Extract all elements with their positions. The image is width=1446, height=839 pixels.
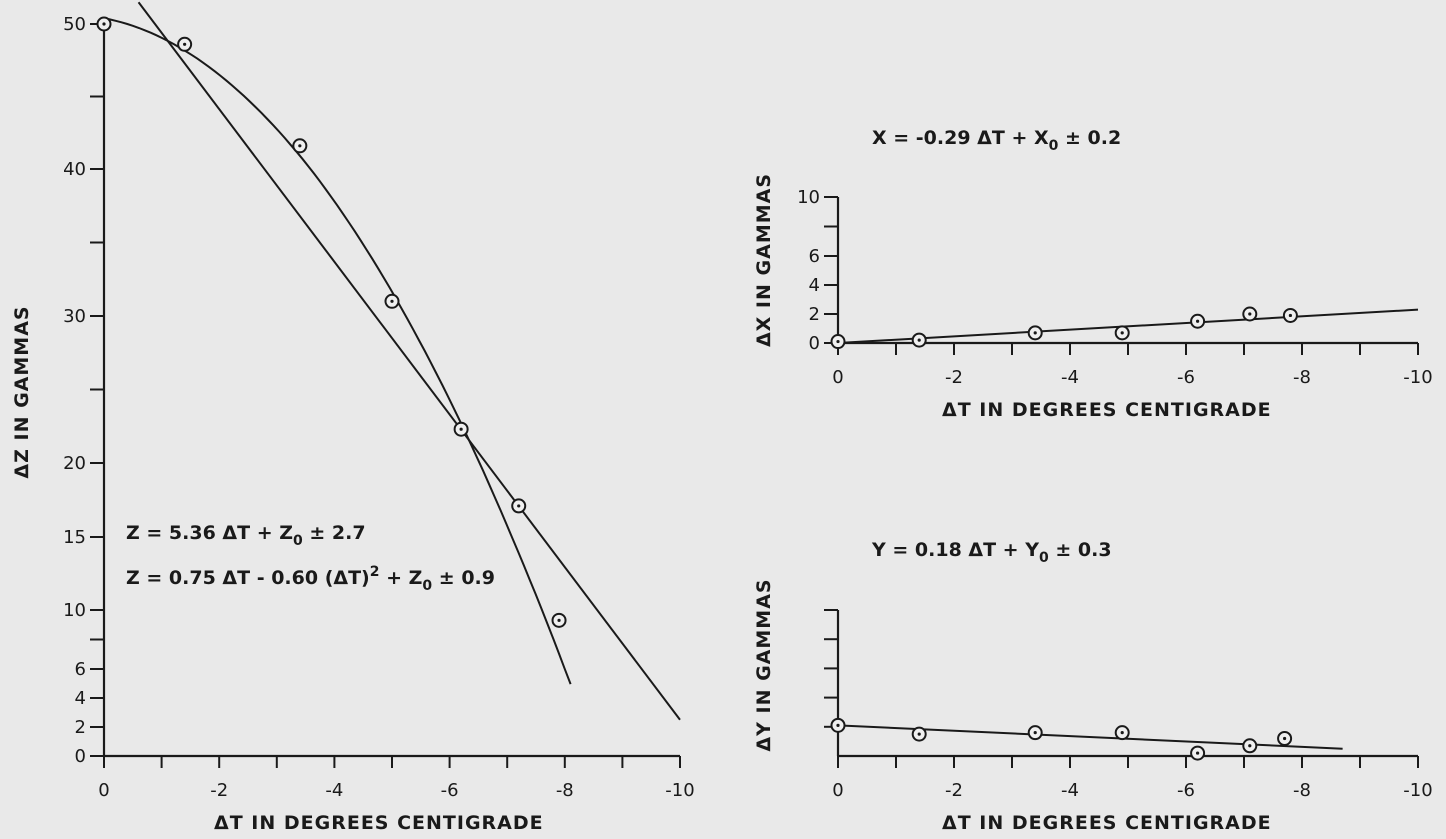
- y-equation: Y = 0.18 ΔT + Y0 ± 0.3: [871, 539, 1112, 566]
- y-eq-part1: Y = 0.18 ΔT + Y: [871, 539, 1039, 561]
- z-y-tick-label: 30: [63, 306, 86, 327]
- y-x-axis-title: ΔT IN DEGREES CENTIGRADE: [942, 812, 1272, 834]
- y-x-tick-label: 0: [832, 780, 843, 801]
- z-fit-line: [137, 1, 681, 721]
- y-eq-subscript: 0: [1039, 550, 1049, 566]
- x-y-tick-label: 2: [809, 304, 820, 325]
- z-data-point-center: [459, 427, 463, 431]
- x-points: [830, 306, 1298, 350]
- x-data-point-center: [917, 338, 921, 342]
- x-y-tick-label: 10: [797, 187, 820, 208]
- z-fits: [103, 1, 681, 721]
- x-y-axis-title: ΔX IN GAMMAS: [753, 173, 775, 347]
- x-x-tick-label: 0: [832, 367, 843, 388]
- z-eq-linear-part1: Z = 5.36 ΔT + Z: [126, 522, 293, 544]
- x-y-tick-label: 4: [809, 275, 820, 296]
- z-y-tick-label: 50: [63, 14, 86, 35]
- y-data-point-center: [1196, 751, 1200, 755]
- z-equation-quadratic: Z = 0.75 ΔT - 0.60 (ΔT)2 + Z0 ± 0.9: [126, 564, 495, 594]
- x-chart: 0 -2 -4 -6 -8 -10 0 2 4 6 10 ΔT IN DEGREES CENTIGR…: [753, 127, 1433, 421]
- z-eq-quad-part1: Z = 0.75 ΔT - 0.60 (ΔT): [126, 567, 370, 589]
- y-data-point-center: [917, 732, 921, 736]
- z-eq-linear-part2: ± 2.7: [303, 522, 366, 544]
- z-x-tick-label: -2: [210, 780, 228, 801]
- x-data-point-center: [1288, 313, 1292, 318]
- x-eq-part1: X = -0.29 ΔT + X: [872, 127, 1049, 149]
- z-eq-quad-part3: ± 0.9: [432, 567, 495, 589]
- y-chart: 0 -2 -4 -6 -8 -10 ΔT IN DEGREES CENTIGRADE ΔY…: [753, 539, 1433, 834]
- y-data-point-center: [1120, 731, 1124, 735]
- z-eq-quad-subscript: 0: [422, 578, 432, 594]
- y-points: [830, 717, 1293, 761]
- z-y-tick-label: 40: [63, 159, 86, 180]
- x-x-tick-label: -10: [1403, 367, 1432, 388]
- z-data-point-center: [298, 144, 302, 148]
- y-x-tick-label: -10: [1403, 780, 1432, 801]
- z-y-tick-label: 15: [63, 527, 86, 548]
- x-x-tick-label: -4: [1061, 367, 1079, 388]
- z-data-point-center: [102, 22, 106, 26]
- z-data-point-center: [183, 42, 187, 46]
- y-x-tick-label: -8: [1293, 780, 1311, 801]
- x-x-tick-label: -6: [1177, 367, 1195, 388]
- x-x-tick-label: -8: [1293, 367, 1311, 388]
- x-fits: [837, 308, 1419, 344]
- z-y-tick-label: 10: [63, 600, 86, 621]
- x-x-tick-label: -2: [945, 367, 963, 388]
- z-x-tick-label: -4: [325, 780, 343, 801]
- x-data-point-center: [836, 339, 840, 344]
- y-eq-part2: ± 0.3: [1049, 539, 1112, 561]
- z-y-tick-label: 6: [75, 659, 86, 680]
- y-data-point-center: [836, 723, 840, 727]
- y-data-point-center: [1248, 744, 1252, 748]
- x-ticks: 0 -2 -4 -6 -8 -10 0 2 4 6 10: [797, 187, 1433, 388]
- x-data-point-center: [1196, 319, 1200, 323]
- z-eq-linear-subscript: 0: [293, 533, 303, 549]
- y-data-point-center: [1033, 731, 1037, 735]
- z-x-tick-label: -6: [441, 780, 459, 801]
- z-x-tick-label: -10: [665, 780, 694, 801]
- z-x-tick-label: 0: [98, 780, 109, 801]
- z-data-point-center: [517, 504, 521, 508]
- x-y-tick-label: 0: [809, 333, 820, 354]
- z-y-tick-label: 20: [63, 453, 86, 474]
- z-y-axis-title: ΔZ IN GAMMAS: [11, 305, 33, 478]
- z-y-tick-label: 4: [75, 688, 86, 709]
- x-eq-part2: ± 0.2: [1058, 127, 1121, 149]
- y-y-axis-title: ΔY IN GAMMAS: [753, 578, 775, 751]
- x-data-point-center: [1033, 331, 1037, 335]
- z-x-tick-label: -8: [556, 780, 574, 801]
- z-equation-linear: Z = 5.36 ΔT + Z0 ± 2.7: [126, 522, 366, 549]
- x-y-tick-label: 6: [809, 246, 820, 267]
- z-eq-quad-part2: + Z: [379, 567, 422, 589]
- x-x-axis-title: ΔT IN DEGREES CENTIGRADE: [942, 399, 1272, 421]
- y-x-tick-label: -6: [1177, 780, 1195, 801]
- z-data-point-center: [390, 299, 394, 303]
- z-points: [96, 16, 567, 628]
- y-data-point-center: [1283, 736, 1287, 741]
- x-eq-subscript: 0: [1049, 138, 1059, 154]
- y-x-tick-label: -4: [1061, 780, 1079, 801]
- z-y-tick-label: 0: [75, 746, 86, 767]
- z-x-axis-title: ΔT IN DEGREES CENTIGRADE: [214, 812, 544, 834]
- x-equation: X = -0.29 ΔT + X0 ± 0.2: [872, 127, 1121, 154]
- x-data-point-center: [1248, 312, 1252, 316]
- x-data-point-center: [1120, 331, 1124, 335]
- z-eq-quad-superscript: 2: [370, 564, 380, 580]
- y-x-tick-label: -2: [945, 780, 963, 801]
- y-ticks: 0 -2 -4 -6 -8 -10: [824, 609, 1433, 801]
- x-fit-line: [837, 308, 1419, 344]
- z-data-point-center: [557, 618, 561, 622]
- z-y-tick-label: 2: [75, 717, 86, 738]
